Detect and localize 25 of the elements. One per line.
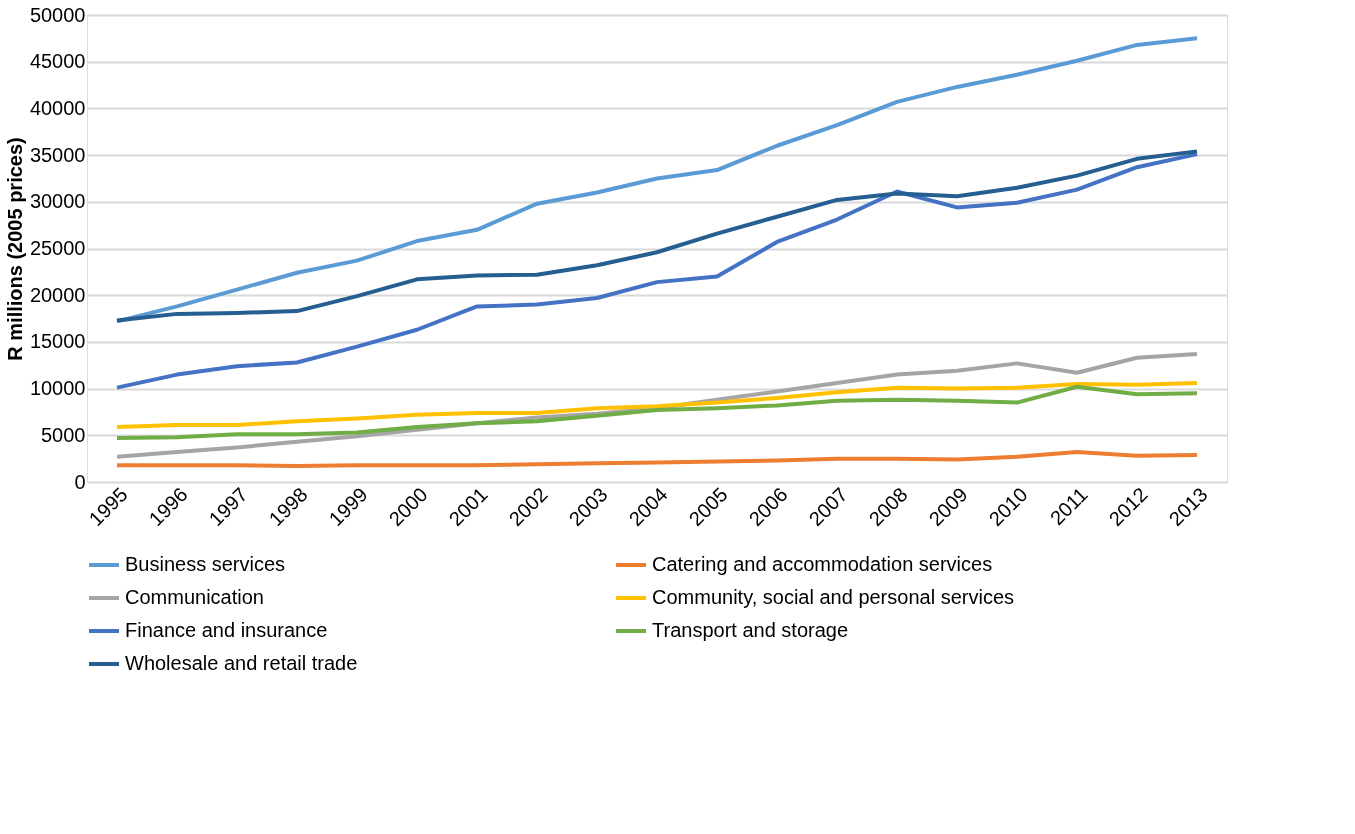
line-series [115,384,1199,441]
line-series [115,36,1199,324]
y-tick-label: 0 [74,470,86,493]
line-series [115,149,1199,323]
legend-label: Transport and storage [652,619,849,641]
legend-label: Communication [125,586,264,608]
y-tick-label: 25000 [29,237,86,259]
y-tick-label: 45000 [29,50,86,73]
y-axis-title: R millions (2005 prices) [3,137,26,361]
y-tick-label: 50000 [29,3,86,26]
legend-label: Community, social and personal services [652,586,1015,608]
y-tick-label: 35000 [29,143,86,166]
legend-label: Finance and insurance [125,619,328,641]
y-tick-label: 30000 [29,190,86,213]
line-series [115,381,1199,429]
line-series [115,450,1199,469]
legend-label: Business services [125,553,286,575]
legend-label: Catering and accommodation services [652,553,993,575]
legend-label: Wholesale and retail trade [125,652,358,674]
y-tick-label: 20000 [29,283,86,306]
y-tick-label: 5000 [41,423,86,446]
y-tick-label: 10000 [29,377,86,400]
y-tick-label: 40000 [29,96,86,119]
y-tick-label: 15000 [29,330,86,353]
line-series [115,152,1199,390]
